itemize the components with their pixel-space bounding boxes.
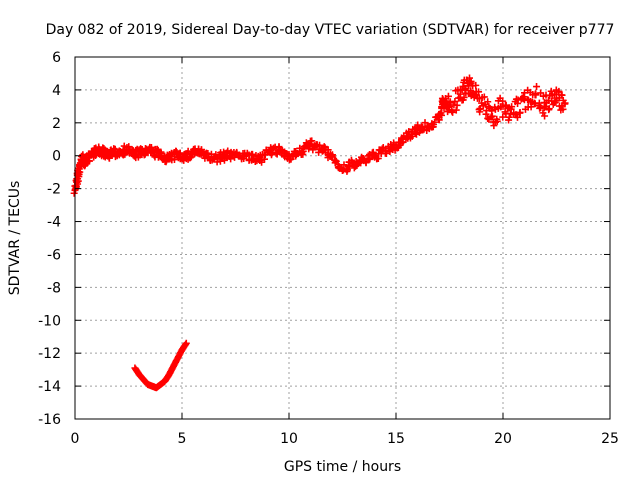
x-tick-label: 10 — [280, 431, 298, 447]
data-point — [343, 166, 351, 174]
x-tick-label: 0 — [71, 431, 80, 447]
data-point — [508, 103, 516, 111]
axis-ticks: 0 5 10 15 20 25 -16 -14 -12 -10 -8 -6 -4 -2 0 2 4 6 — [38, 50, 619, 447]
data-point — [561, 99, 569, 107]
data-point — [516, 109, 524, 117]
data-point — [308, 137, 316, 145]
data-point — [488, 112, 496, 120]
data-point — [493, 115, 501, 123]
x-axis-label: GPS time / hours — [284, 459, 401, 475]
data-point — [362, 158, 370, 166]
data-point — [197, 146, 205, 154]
data-point — [248, 150, 256, 158]
data-point — [444, 92, 452, 100]
data-point — [555, 87, 563, 95]
data-point — [316, 141, 324, 149]
data-point — [472, 81, 480, 89]
data-points — [70, 74, 569, 392]
y-tick-label: 2 — [52, 116, 61, 132]
plot-border — [74, 56, 611, 420]
data-point — [484, 114, 492, 122]
data-point — [456, 90, 464, 98]
y-tick-label: 6 — [52, 50, 61, 66]
y-tick-label: -12 — [38, 346, 61, 362]
data-point — [366, 154, 374, 162]
data-point — [182, 339, 190, 347]
data-point — [438, 111, 446, 119]
data-point — [340, 161, 348, 169]
data-point — [201, 154, 209, 162]
data-point — [125, 143, 133, 151]
data-point — [533, 83, 541, 91]
x-tick-label: 25 — [601, 431, 619, 447]
y-tick-label: 0 — [52, 149, 61, 165]
data-point — [558, 91, 566, 99]
data-point — [446, 99, 454, 107]
data-point — [484, 98, 492, 106]
data-point — [431, 118, 439, 126]
y-tick-label: -6 — [47, 247, 61, 263]
data-point — [532, 91, 540, 99]
data-point — [460, 93, 468, 101]
data-point — [480, 93, 488, 101]
data-point — [545, 106, 553, 114]
data-point — [550, 90, 558, 98]
y-axis-label: SDTVAR / TECUs — [7, 181, 23, 296]
data-point — [487, 113, 495, 121]
data-point — [76, 168, 84, 176]
data-point — [499, 113, 507, 121]
data-point — [298, 148, 306, 156]
data-point — [559, 105, 567, 113]
y-tick-label: 4 — [52, 83, 61, 99]
data-point — [452, 106, 460, 114]
data-point — [347, 156, 355, 164]
y-tick-label: -2 — [47, 182, 61, 198]
grid — [75, 57, 610, 419]
data-point — [453, 101, 461, 109]
data-point — [519, 95, 527, 103]
x-tick-label: 20 — [494, 431, 512, 447]
y-tick-label: -16 — [38, 412, 61, 428]
data-point — [403, 133, 411, 141]
y-tick-label: -8 — [47, 280, 61, 296]
x-tick-label: 15 — [387, 431, 405, 447]
y-tick-label: -4 — [47, 215, 61, 231]
data-point — [505, 113, 513, 121]
data-point — [448, 107, 456, 115]
data-point — [513, 113, 521, 121]
data-point — [100, 144, 108, 152]
y-tick-label: -10 — [38, 313, 61, 329]
data-point — [331, 157, 339, 165]
data-point — [411, 129, 419, 137]
data-point — [451, 97, 459, 105]
data-point — [70, 189, 78, 197]
data-point — [475, 88, 483, 96]
data-point — [170, 156, 178, 164]
y-tick-label: -14 — [38, 379, 61, 395]
data-point — [541, 112, 549, 120]
data-point — [449, 108, 457, 116]
x-tick-label: 5 — [178, 431, 187, 447]
chart-title: Day 082 of 2019, Sidereal Day-to-day VTE… — [46, 22, 615, 38]
